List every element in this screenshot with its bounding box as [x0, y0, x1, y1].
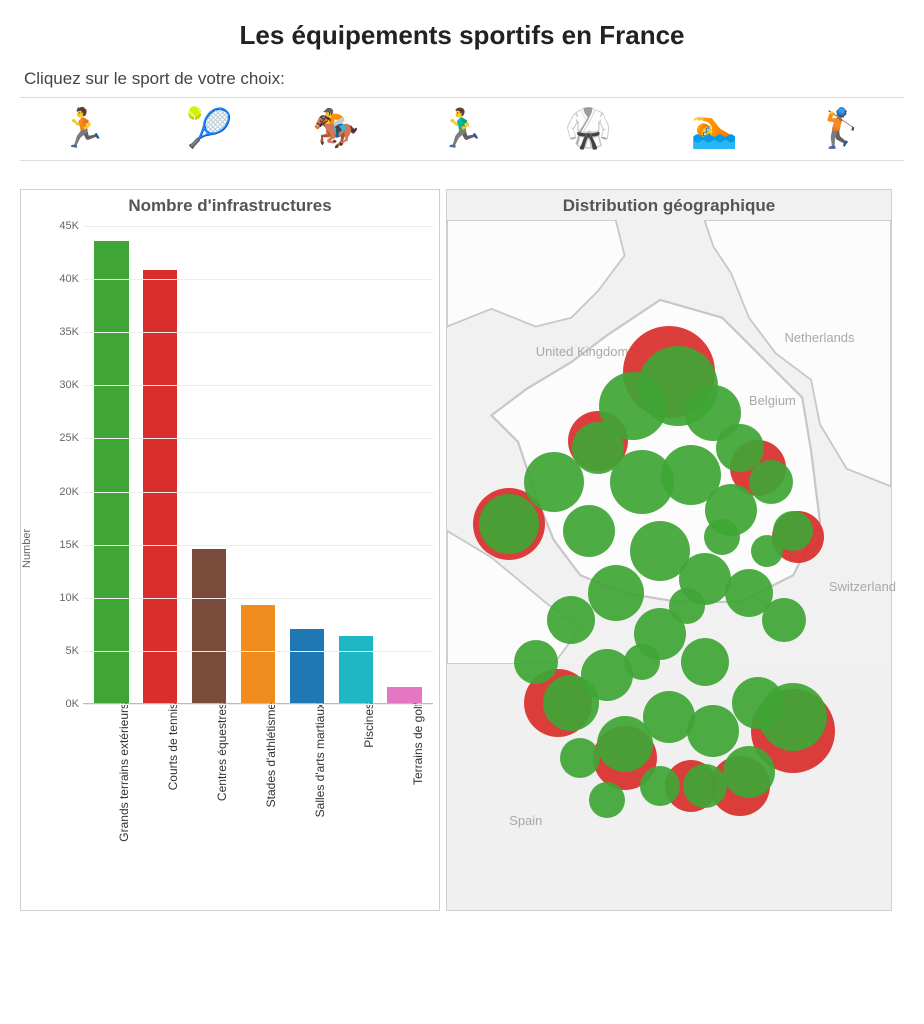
basemap [447, 220, 891, 664]
x-tick-label: Terrains de golf [405, 703, 425, 785]
sport-icon-petanque[interactable]: 🏃 [59, 110, 106, 148]
map-blob [723, 746, 775, 798]
bar[interactable] [387, 687, 421, 703]
bar[interactable] [143, 270, 177, 703]
map-blob [640, 766, 680, 806]
sport-icon-golf[interactable]: 🏌️ [817, 110, 864, 148]
x-tick-label: Stades d'athlétisme [258, 703, 278, 807]
plot-area: Grands terrains extérieursCourts de tenn… [83, 226, 433, 704]
map-blob [751, 535, 783, 567]
panels-row: Nombre d'infrastructures Number Grands t… [20, 189, 904, 911]
map-panel: Distribution géographique United Kingdom… [446, 189, 892, 911]
y-tick-label: 0K [31, 698, 83, 710]
bar[interactable] [241, 605, 275, 703]
x-tick-label: Centres équestres [209, 703, 229, 801]
sport-icon-athletics[interactable]: 🏃‍♂️ [438, 110, 485, 148]
bar-chart-title: Nombre d'infrastructures [21, 196, 439, 216]
x-tick-label: Grands terrains extérieurs [111, 703, 131, 842]
map-blob [759, 683, 827, 751]
map-blob [479, 494, 539, 554]
map-neighbor-label: Netherlands [784, 330, 854, 345]
sport-icon-swimming[interactable]: 🏊 [691, 110, 738, 148]
bar-chart-panel: Nombre d'infrastructures Number Grands t… [20, 189, 440, 911]
map-title: Distribution géographique [447, 196, 891, 216]
page-title: Les équipements sportifs en France [20, 20, 904, 51]
sport-icon-martial-arts[interactable]: 🥋 [565, 110, 612, 148]
map-blob [624, 644, 660, 680]
map-blob [588, 565, 644, 621]
y-tick-label: 45K [31, 220, 83, 232]
map-blob [524, 452, 584, 512]
y-tick-label: 40K [31, 273, 83, 285]
bar-slot: Courts de tennis [136, 226, 185, 703]
map-blob [514, 640, 558, 684]
bar-slot: Piscines [331, 226, 380, 703]
gridline [83, 385, 433, 386]
gridline [83, 704, 433, 705]
map-blob [560, 738, 600, 778]
y-tick-label: 15K [31, 539, 83, 551]
gridline [83, 438, 433, 439]
sport-icon-equestrian[interactable]: 🏇 [312, 110, 359, 148]
bar-slot: Salles d'arts martiaux [282, 226, 331, 703]
x-tick-label: Salles d'arts martiaux [307, 703, 327, 817]
bar[interactable] [339, 636, 373, 703]
bar-slot: Centres équestres [185, 226, 234, 703]
bar[interactable] [192, 549, 226, 703]
map-blob [597, 716, 653, 772]
map-blob [687, 705, 739, 757]
map-background[interactable]: United KingdomNetherlandsBelgiumSwitzerl… [447, 220, 891, 910]
map-blob [681, 638, 729, 686]
bar-slot: Terrains de golf [380, 226, 429, 703]
gridline [83, 332, 433, 333]
bar-slot: Stades d'athlétisme [234, 226, 283, 703]
map-blob [749, 460, 793, 504]
map-neighbor-label: Belgium [749, 393, 796, 408]
gridline [83, 279, 433, 280]
instruction-text: Cliquez sur le sport de votre choix: [24, 69, 904, 89]
y-tick-label: 25K [31, 432, 83, 444]
bar-chart-frame: Number Grands terrains extérieursCourts … [21, 222, 439, 914]
gridline [83, 492, 433, 493]
gridline [83, 226, 433, 227]
y-tick-label: 5K [31, 645, 83, 657]
gridline [83, 545, 433, 546]
map-blob [563, 505, 615, 557]
map-neighbor-label: Switzerland [829, 579, 896, 594]
bar[interactable] [94, 241, 128, 703]
y-tick-label: 10K [31, 592, 83, 604]
map-blob [669, 588, 705, 624]
y-tick-label: 30K [31, 379, 83, 391]
map-neighbor-label: Spain [509, 813, 542, 828]
bar[interactable] [290, 629, 324, 703]
sport-icon-bar: 🏃 🎾 🏇 🏃‍♂️ 🥋 🏊 🏌️ [20, 97, 904, 161]
gridline [83, 598, 433, 599]
x-tick-label: Piscines [356, 703, 376, 748]
y-tick-label: 20K [31, 486, 83, 498]
gridline [83, 651, 433, 652]
y-tick-label: 35K [31, 326, 83, 338]
map-blob [683, 764, 727, 808]
map-neighbor-label: United Kingdom [536, 344, 629, 359]
bar-slot: Grands terrains extérieurs [87, 226, 136, 703]
map-blob [589, 782, 625, 818]
x-tick-label: Courts de tennis [160, 703, 180, 790]
bars-container: Grands terrains extérieursCourts de tenn… [83, 226, 433, 703]
sport-icon-tennis[interactable]: 🎾 [186, 110, 233, 148]
